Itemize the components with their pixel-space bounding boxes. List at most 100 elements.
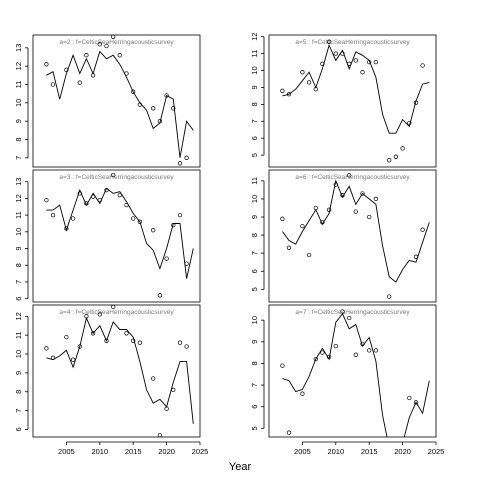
observed-point: [320, 220, 325, 225]
y-tick-label: 7: [14, 280, 23, 284]
panel-frame: [32, 169, 201, 303]
y-tick-label: 6: [250, 405, 259, 409]
fitted-line: [282, 312, 430, 437]
observed-point: [104, 338, 109, 343]
observed-point: [111, 35, 116, 39]
panel-title: a=3 : f=CelticSeaHerringacousticsurvey: [59, 174, 174, 181]
observed-point: [353, 209, 358, 214]
x-tick-label: 2005: [58, 447, 75, 456]
observed-point: [300, 70, 305, 75]
observed-point: [70, 216, 76, 221]
observed-point: [393, 154, 399, 159]
observed-point: [326, 207, 332, 212]
y-tick-label: 10: [250, 66, 259, 74]
observed-point: [300, 391, 305, 396]
observed-point: [326, 354, 332, 360]
observed-point: [64, 226, 69, 231]
y-tick-label: 10: [14, 99, 23, 107]
observed-point: [50, 82, 56, 87]
fitted-line: [46, 316, 194, 424]
chart-panel-2: 6 7 8 9 10 11 12 13 a=3 : f=CelticSeaHerringacou…: [14, 169, 201, 303]
fitted-line: [282, 43, 430, 134]
observed-point: [420, 63, 425, 68]
observed-point: [164, 256, 169, 261]
observed-point: [413, 400, 419, 405]
observed-point: [347, 61, 352, 66]
panel-data: [44, 305, 194, 437]
observed-point: [137, 219, 143, 224]
y-tick-label: 13: [14, 178, 23, 186]
observed-point: [44, 197, 49, 203]
fitted-line: [46, 187, 194, 279]
panel-frame: [32, 34, 201, 168]
chart-panel-1: 7 8 9 10 11 12 13 a=2 : f=CelticSeaHerringacous…: [14, 34, 201, 168]
observed-point: [407, 395, 412, 401]
observed-point: [286, 245, 292, 250]
x-tick-label: 2015: [361, 447, 378, 456]
observed-point: [90, 73, 96, 78]
x-tick-label: 2020: [158, 447, 175, 456]
observed-point: [353, 352, 358, 357]
panel-data: [44, 35, 194, 166]
y-tick-label: 9: [14, 371, 23, 375]
observed-point: [64, 334, 69, 340]
observed-point: [97, 197, 102, 203]
observed-point: [333, 343, 338, 349]
observed-point: [84, 314, 89, 319]
observed-point: [320, 350, 325, 355]
observed-point: [50, 212, 56, 218]
panel-frame: [268, 304, 437, 438]
chart-panel-3: 6 7 8 9 10 11 12 2005 2010 2015 2020 2025 a=4 : f=Ce…: [14, 304, 209, 456]
observed-point: [347, 173, 352, 178]
observed-point: [157, 432, 163, 437]
fitted-line: [46, 50, 194, 158]
observed-point: [280, 88, 285, 93]
y-tick-label: 11: [14, 81, 23, 89]
observed-point: [131, 89, 136, 94]
observed-point: [164, 93, 169, 98]
observed-point: [151, 106, 156, 111]
panel-grid: 7 8 9 10 11 12 13 a=2 : f=CelticSeaHerringacous…: [14, 33, 444, 456]
observed-point: [117, 192, 122, 198]
y-tick-label: 10: [250, 195, 259, 203]
observed-point: [373, 59, 379, 65]
x-tick-label: 2020: [394, 447, 411, 456]
observed-point: [97, 42, 102, 47]
observed-point: [50, 355, 56, 360]
observed-point: [64, 67, 69, 72]
y-tick-label: 8: [14, 263, 23, 267]
observed-point: [184, 261, 189, 266]
observed-point: [117, 53, 122, 58]
observed-point: [104, 187, 109, 193]
x-tick-label: 2005: [294, 447, 311, 456]
observed-point: [151, 376, 156, 381]
y-tick-label: 13: [14, 44, 23, 52]
observed-point: [157, 119, 163, 124]
x-tick-label: 2025: [428, 447, 445, 456]
observed-point: [171, 222, 176, 228]
y-tick-label: 5: [250, 426, 259, 430]
observed-point: [360, 341, 365, 347]
observed-point: [373, 196, 379, 202]
panel-frame: [32, 304, 201, 438]
panel-title: a=2 : f=CelticSeaHerringacousticsurvey: [59, 39, 174, 46]
x-tick-label: 2010: [327, 447, 344, 456]
y-tick-label: 6: [14, 297, 23, 301]
observed-point: [306, 80, 312, 85]
x-axis-label: Year: [229, 461, 252, 473]
fitted-line: [282, 179, 430, 283]
y-tick-label: 10: [14, 350, 23, 358]
x-tick-label: 2025: [192, 447, 209, 456]
y-tick-label: 12: [14, 62, 23, 70]
observed-point: [77, 344, 82, 349]
observed-point: [44, 346, 49, 351]
y-tick-label: 7: [14, 156, 23, 160]
observed-point: [413, 254, 419, 259]
observed-point: [184, 155, 189, 160]
observed-point: [340, 309, 345, 314]
y-tick-label: 9: [250, 340, 259, 344]
observed-point: [333, 51, 338, 56]
y-tick-label: 8: [14, 137, 23, 141]
chart-panel-5: 5 6 7 8 9 10 11 a=6 : f=CelticSeaHerringacousti…: [250, 169, 437, 303]
x-tick-label: 2010: [91, 447, 108, 456]
